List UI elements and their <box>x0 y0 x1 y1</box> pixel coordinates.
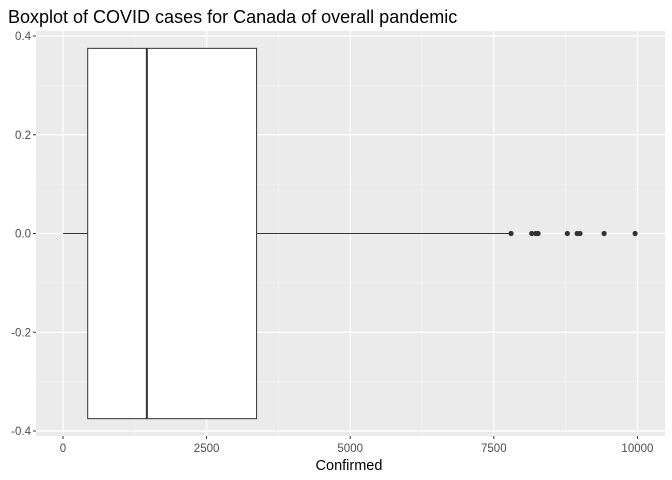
boxplot-marks <box>62 47 638 420</box>
x-axis: 0 2500 5000 7500 10000 <box>60 436 653 455</box>
x-axis-title: Confirmed <box>316 458 383 474</box>
y-tick-label: 0.0 <box>15 229 31 241</box>
x-tick-label: 10000 <box>621 443 653 455</box>
y-tick-label: -0.4 <box>11 426 31 438</box>
x-tick-label: 0 <box>60 443 66 455</box>
x-tick-label: 2500 <box>194 443 220 455</box>
outlier-point <box>564 230 570 237</box>
outlier-point <box>577 230 583 237</box>
y-tick-label: -0.2 <box>11 327 31 339</box>
outlier-point <box>632 230 638 237</box>
y-axis: -0.4 -0.2 0.0 0.2 0.4 <box>11 31 36 438</box>
chart-title: Boxplot of COVID cases for Canada of ove… <box>8 7 457 27</box>
outlier-point <box>508 230 514 237</box>
outlier-point <box>535 230 541 237</box>
outlier-point <box>601 230 607 237</box>
x-tick-label: 5000 <box>337 443 363 455</box>
y-tick-label: 0.4 <box>15 31 32 43</box>
x-tick-label: 7500 <box>481 443 507 455</box>
y-tick-label: 0.2 <box>15 130 31 142</box>
outlier-point <box>529 230 535 237</box>
interquartile-box <box>87 47 258 420</box>
